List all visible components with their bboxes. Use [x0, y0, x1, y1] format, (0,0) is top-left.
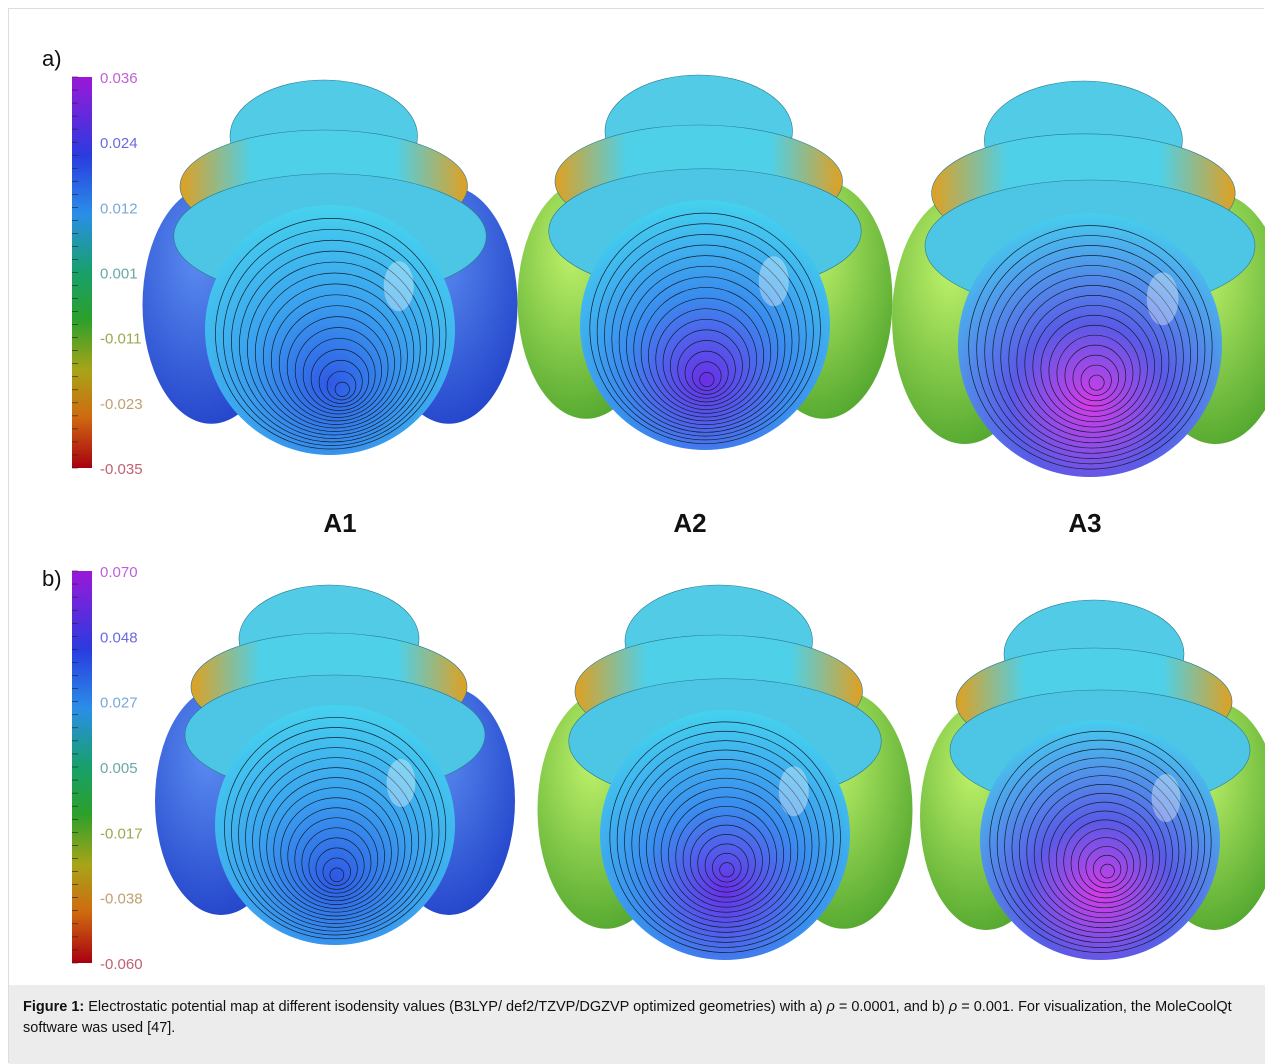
scale-tick-label: -0.017 [100, 825, 143, 842]
scale-tick-label: 0.070 [100, 564, 138, 581]
caption-text: = 0.0001, and b) [835, 999, 949, 1015]
highlight [1147, 272, 1179, 325]
caption-label: Figure 1: [23, 999, 84, 1015]
scale-tick-label: 0.048 [100, 629, 138, 646]
rho-symbol: ρ [827, 999, 835, 1015]
scale-tick-label: -0.060 [100, 956, 143, 973]
scale-tick-label: 0.012 [100, 200, 138, 217]
caption: Figure 1: Electrostatic potential map at… [9, 985, 1265, 1064]
highlight [384, 261, 414, 311]
molecule [155, 585, 515, 945]
molecule [518, 75, 893, 450]
molecule [892, 81, 1265, 477]
scale-tick-label: 0.001 [100, 266, 138, 283]
molecule-sphere [215, 705, 455, 945]
scale-tick-label: 0.036 [100, 70, 138, 87]
scale-tick-label: -0.023 [100, 396, 143, 413]
molecule [538, 585, 913, 960]
molecule [920, 600, 1265, 960]
molecule-sphere [205, 205, 455, 455]
molecule [143, 80, 518, 455]
molecule-label: A3 [1068, 508, 1101, 538]
panel-label: b) [42, 566, 62, 591]
rho-symbol: ρ [949, 999, 957, 1015]
figure: a) 0.036 0.024 0.012 0.001 -0.011 -0.023 -0.035… [0, 0, 1265, 985]
molecule-label: A1 [323, 508, 356, 538]
scale-tick-label: 0.024 [100, 135, 138, 152]
scale-tick-label: -0.038 [100, 891, 143, 908]
highlight [759, 256, 789, 306]
highlight [387, 759, 416, 807]
scale-tick-label: -0.011 [100, 331, 141, 348]
highlight [1152, 774, 1181, 822]
molecule-label: A2 [673, 508, 706, 538]
molecule-sphere [580, 200, 830, 450]
panel-label: a) [42, 46, 62, 71]
scale-tick-label: -0.035 [100, 461, 143, 478]
scale-tick-label: 0.027 [100, 695, 138, 712]
caption-text: Electrostatic potential map at different… [84, 999, 826, 1015]
highlight [779, 766, 809, 816]
scale-tick-label: 0.005 [100, 760, 138, 777]
molecule-sphere [980, 720, 1220, 960]
